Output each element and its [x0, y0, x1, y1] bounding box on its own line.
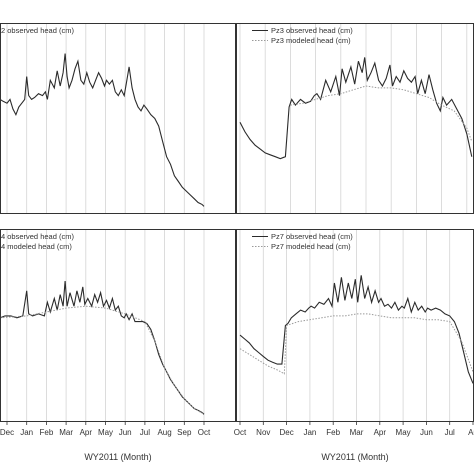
legend-label: 4 modeled head (cm): [1, 242, 72, 251]
x-tick-label: Dec: [279, 428, 293, 437]
x-tick-label: Dec: [0, 428, 14, 437]
legend-label: Pz3 modeled head (cm): [271, 36, 351, 45]
legend-label: Pz7 observed head (cm): [271, 232, 353, 241]
x-tick-label: Feb: [326, 428, 340, 437]
series-line-observed: [0, 281, 205, 415]
x-tick-label: Oct: [234, 428, 247, 437]
panel-frame: [236, 229, 474, 422]
series-line-modeled: [290, 85, 473, 142]
panel-frame: [0, 23, 236, 214]
x-tick-label: Jul: [140, 428, 150, 437]
series-line-observed: [239, 57, 473, 160]
series-line-observed: [239, 275, 474, 384]
panel-top-right: Pz3 observed head (cm)Pz3 modeled head (…: [236, 23, 474, 214]
x-tick-label: Mar: [350, 428, 364, 437]
x-axis-label: WY2011 (Month): [84, 452, 151, 462]
x-tick-label: Apr: [80, 428, 93, 437]
gridlines: [6, 229, 205, 422]
x-tick-label: May: [396, 428, 411, 437]
x-tick-label: Sep: [177, 428, 192, 437]
x-tick-label: Feb: [40, 428, 54, 437]
x-tick-label: Jun: [420, 428, 433, 437]
series-line-observed: [0, 53, 205, 207]
legend-label: Pz3 observed head (cm): [271, 26, 353, 35]
x-axis-label: WY2011 (Month): [321, 452, 388, 462]
legend-label: 4 observed head (cm): [1, 232, 74, 241]
panel-top-left: 2 observed head (cm): [0, 23, 236, 214]
x-tick-label: Oct: [198, 428, 211, 437]
legend-label: 2 observed head (cm): [1, 26, 74, 35]
panel-bottom-right: Pz7 observed head (cm)Pz7 modeled head (…: [234, 229, 474, 462]
panel-frame: [0, 229, 236, 422]
series-line-modeled: [239, 313, 474, 375]
panel-frame: [236, 23, 474, 214]
x-tick-label: Jul: [445, 428, 455, 437]
gridlines: [239, 23, 468, 214]
x-tick-label: Au: [468, 428, 474, 437]
x-tick-label: Jun: [119, 428, 132, 437]
gridlines: [239, 229, 451, 422]
series-line-modeled: [0, 305, 205, 415]
x-tick-label: Jan: [303, 428, 316, 437]
x-tick-label: Aug: [157, 428, 171, 437]
panel-bottom-left: 4 observed head (cm)4 modeled head (cm) D…: [0, 229, 236, 462]
gridlines: [6, 23, 205, 214]
x-tick-label: May: [98, 428, 113, 437]
x-tick-label: Apr: [374, 428, 387, 437]
legend-label: Pz7 modeled head (cm): [271, 242, 351, 251]
x-tick-label: Nov: [256, 428, 270, 437]
x-tick-label: Jan: [20, 428, 33, 437]
x-tick-label: Mar: [59, 428, 73, 437]
